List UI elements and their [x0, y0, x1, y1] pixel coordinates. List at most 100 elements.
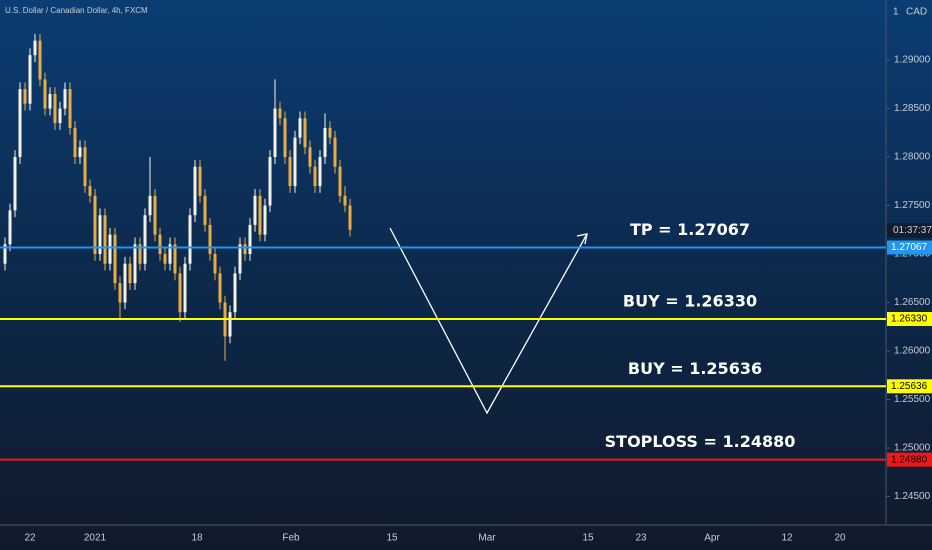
x-tick-label: 15	[582, 533, 594, 544]
candle-body	[188, 215, 192, 264]
candle-body	[283, 118, 287, 158]
scale-mark: 1	[893, 7, 899, 18]
price-tag-label: 1.25636	[891, 381, 928, 392]
candle-body	[73, 127, 77, 158]
price-tag-label: 1.26330	[891, 314, 928, 325]
candle-body	[8, 210, 12, 245]
candle-body	[348, 205, 352, 230]
candle-body	[233, 273, 237, 313]
candle-body	[163, 254, 167, 264]
candle-body	[128, 263, 132, 284]
candle-body	[208, 224, 212, 255]
candle-body	[78, 147, 82, 158]
candle-body	[263, 205, 267, 235]
candle-body	[93, 195, 97, 255]
candle-body	[173, 244, 177, 274]
candle-body	[288, 157, 292, 187]
candle-body	[168, 244, 172, 264]
level-label: STOPLOSS = 1.24880	[605, 432, 796, 451]
x-tick-label: Apr	[704, 533, 720, 544]
candle-body	[103, 215, 107, 264]
price-tag-label: 1.24880	[891, 454, 928, 465]
level-label: BUY = 1.25636	[628, 359, 762, 378]
candle-body	[273, 108, 277, 158]
candle-body	[23, 89, 27, 104]
candle-body	[153, 195, 157, 235]
candle-body	[88, 186, 92, 196]
price-tag	[887, 311, 932, 326]
candle-body	[248, 224, 252, 255]
candle-body	[118, 283, 122, 303]
candle-body	[43, 79, 47, 109]
candle-body	[138, 244, 142, 264]
x-tick-label: 23	[635, 533, 647, 544]
candle-body	[313, 166, 317, 187]
price-tag	[887, 379, 932, 394]
x-tick-label: 2021	[84, 533, 107, 544]
candle-body	[308, 147, 312, 167]
y-tick-label: 1.26500	[894, 297, 931, 308]
candle-body	[143, 215, 147, 264]
candle-body	[298, 118, 302, 138]
y-tick-label: 1.27500	[894, 200, 931, 211]
price-tag	[887, 452, 932, 467]
candle-body	[98, 215, 102, 255]
price-tag	[887, 240, 932, 255]
candle-body	[113, 234, 117, 284]
projection-path	[389, 227, 588, 415]
candle-body	[158, 234, 162, 255]
candle-body	[48, 93, 52, 109]
x-tick-label: 15	[386, 533, 398, 544]
level-label: TP = 1.27067	[630, 220, 750, 239]
x-tick-label: Mar	[478, 533, 496, 544]
candle-body	[323, 127, 327, 158]
candle-body	[58, 108, 62, 124]
candle-body	[238, 244, 242, 274]
candle-body	[268, 157, 272, 206]
candle-body	[123, 263, 127, 303]
candle-body	[183, 263, 187, 313]
arrow-head	[576, 233, 588, 245]
candle-body	[108, 234, 112, 264]
candle-body	[83, 147, 87, 187]
candle-body	[243, 244, 247, 255]
candle-body	[33, 40, 37, 56]
candle-body	[318, 157, 322, 187]
y-tick-label: 1.28000	[894, 152, 931, 163]
x-tick-label: 18	[191, 533, 203, 544]
candle-body	[258, 195, 262, 235]
candle-body	[133, 244, 137, 284]
countdown: 01:37:37	[893, 225, 932, 236]
candle-body	[193, 166, 197, 216]
candle-body	[333, 137, 337, 167]
y-tick-label: 1.29000	[894, 55, 931, 66]
candle-body	[293, 137, 297, 187]
y-tick-label: 1.28500	[894, 103, 931, 114]
candle-body	[343, 195, 347, 206]
candle-body	[53, 93, 57, 124]
chart-title: U.S. Dollar / Canadian Dollar, 4h, FXCM	[5, 6, 148, 15]
y-tick-label: 1.24500	[894, 491, 931, 502]
candle-body	[148, 195, 152, 216]
x-tick-label: 22	[24, 533, 36, 544]
candle-body	[303, 118, 307, 148]
candle-body	[38, 40, 42, 80]
countdown-tag	[887, 223, 932, 238]
candle-body	[338, 166, 342, 196]
y-tick-label: 1.26000	[894, 346, 931, 357]
candle-body	[13, 157, 17, 211]
candle-body	[253, 195, 257, 225]
candle-body	[3, 244, 7, 264]
level-label: BUY = 1.26330	[623, 291, 757, 310]
candle-body	[63, 89, 67, 109]
x-tick-label: 20	[834, 533, 846, 544]
candle-body	[218, 273, 222, 303]
y-tick-label: 1.25000	[894, 443, 931, 454]
candle-body	[228, 312, 232, 337]
candle-body	[203, 195, 207, 225]
x-tick-label: 12	[781, 533, 793, 544]
x-tick-label: Feb	[282, 533, 300, 544]
candle-body	[18, 89, 22, 158]
